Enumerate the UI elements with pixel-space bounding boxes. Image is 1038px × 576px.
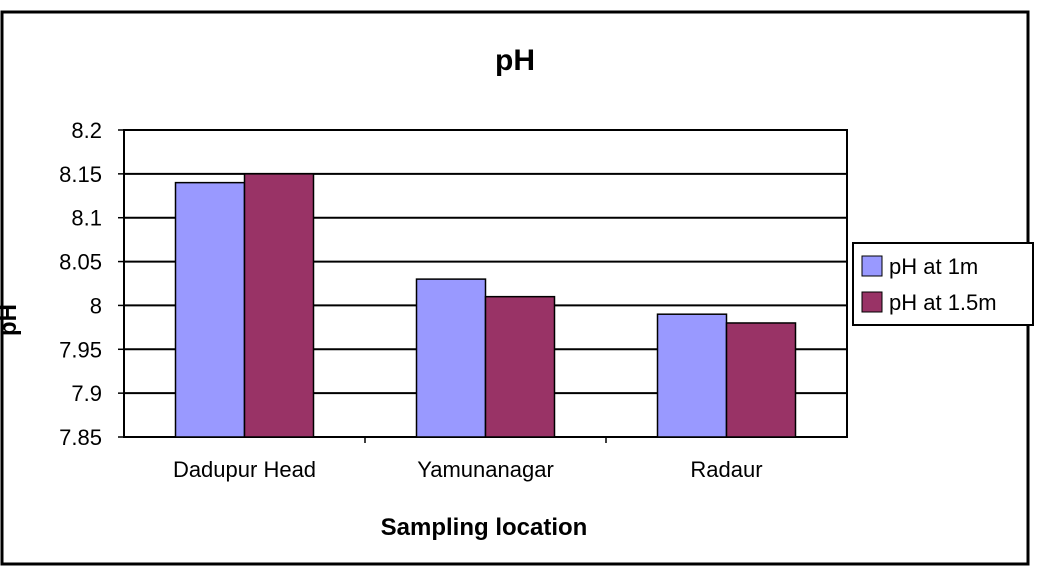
y-tick-label: 7.9 [71, 381, 102, 406]
legend-box [852, 242, 1034, 326]
y-tick-label: 8.05 [59, 250, 102, 275]
x-tick-label: Radaur [690, 457, 762, 482]
y-axis-title: pH [0, 304, 22, 336]
bar-ph-1m [174, 181, 246, 438]
x-tick-label: Yamunanagar [417, 457, 554, 482]
legend-swatch [861, 291, 883, 313]
bar-ph-1m [656, 313, 728, 438]
y-tick-label: 8.2 [71, 118, 102, 143]
x-tick-labels: Dadupur Head Yamunanagar Radaur [173, 457, 763, 482]
bar-ph-1-5m [243, 173, 315, 438]
y-tick-label: 7.85 [59, 425, 102, 450]
bar-ph-1-5m [725, 322, 797, 438]
chart-title: pH [495, 44, 535, 77]
y-tick-labels: 7.85 7.9 7.95 8 8.05 8.1 8.15 8.2 [59, 118, 102, 450]
legend-label: pH at 1.5m [889, 290, 997, 315]
y-tick-label: 8.1 [71, 206, 102, 231]
x-tick-label: Dadupur Head [173, 457, 316, 482]
bar-ph-1-5m [484, 295, 556, 438]
legend-label: pH at 1m [889, 254, 978, 279]
legend-swatch [861, 255, 883, 277]
legend: pH at 1m pH at 1.5m [852, 242, 1034, 326]
y-tick-label: 8.15 [59, 162, 102, 187]
x-axis-title: Sampling location [381, 514, 588, 541]
bars [174, 173, 797, 443]
y-tick-label: 7.95 [59, 337, 102, 362]
y-tick-label: 8 [90, 293, 102, 318]
bar-ph-1m [415, 278, 487, 438]
